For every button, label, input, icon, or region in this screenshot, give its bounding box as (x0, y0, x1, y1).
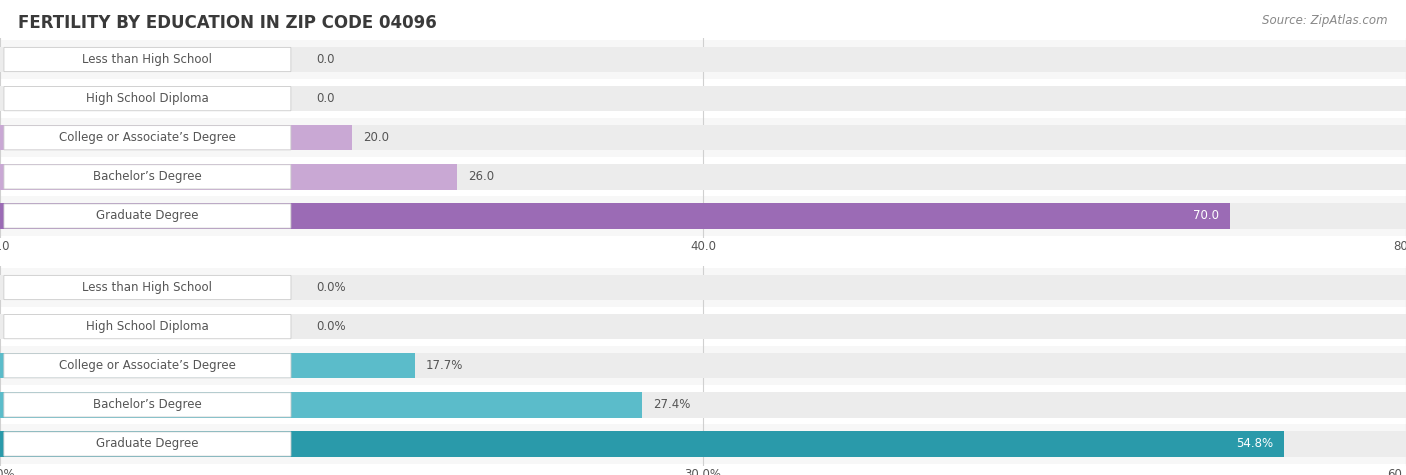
Bar (0, 268, 1406, 307)
Bar (0, 431, 1284, 456)
Text: High School Diploma: High School Diploma (86, 320, 209, 333)
FancyBboxPatch shape (4, 165, 291, 189)
Bar (0, 79, 1406, 118)
Text: 0.0%: 0.0% (316, 320, 346, 333)
Bar (0, 164, 457, 190)
Bar (0, 392, 1406, 418)
Text: FERTILITY BY EDUCATION IN ZIP CODE 04096: FERTILITY BY EDUCATION IN ZIP CODE 04096 (18, 14, 437, 32)
FancyBboxPatch shape (4, 393, 291, 417)
Text: Less than High School: Less than High School (83, 53, 212, 66)
Text: High School Diploma: High School Diploma (86, 92, 209, 105)
Bar (0, 385, 1406, 425)
Bar (0, 353, 415, 379)
FancyBboxPatch shape (4, 86, 291, 111)
Text: Bachelor’s Degree: Bachelor’s Degree (93, 399, 202, 411)
Text: 27.4%: 27.4% (654, 399, 690, 411)
Text: 0.0: 0.0 (316, 53, 335, 66)
FancyBboxPatch shape (4, 204, 291, 228)
Text: Graduate Degree: Graduate Degree (96, 437, 198, 450)
Bar (0, 197, 1406, 236)
Bar (0, 314, 1406, 339)
FancyBboxPatch shape (4, 314, 291, 339)
Bar (0, 275, 1406, 300)
Bar (0, 307, 1406, 346)
Text: College or Associate’s Degree: College or Associate’s Degree (59, 131, 236, 144)
Text: 17.7%: 17.7% (426, 359, 464, 372)
FancyBboxPatch shape (4, 432, 291, 456)
Bar (0, 203, 1406, 228)
Text: 54.8%: 54.8% (1236, 437, 1272, 450)
Text: 0.0%: 0.0% (316, 281, 346, 294)
Bar (0, 157, 1406, 197)
Bar (0, 125, 1406, 151)
Bar (0, 346, 1406, 385)
Text: 0.0: 0.0 (316, 92, 335, 105)
Bar (0, 203, 1230, 228)
Bar (0, 392, 643, 418)
Text: Graduate Degree: Graduate Degree (96, 209, 198, 222)
Text: Bachelor’s Degree: Bachelor’s Degree (93, 171, 202, 183)
Bar (0, 86, 1406, 111)
FancyBboxPatch shape (4, 48, 291, 72)
Bar (0, 431, 1406, 456)
Bar (0, 47, 1406, 72)
FancyBboxPatch shape (4, 276, 291, 300)
Bar (0, 164, 1406, 190)
FancyBboxPatch shape (4, 125, 291, 150)
Bar (0, 353, 1406, 379)
Text: College or Associate’s Degree: College or Associate’s Degree (59, 359, 236, 372)
Text: 26.0: 26.0 (468, 171, 495, 183)
FancyBboxPatch shape (4, 353, 291, 378)
Text: Source: ZipAtlas.com: Source: ZipAtlas.com (1263, 14, 1388, 27)
Bar (0, 425, 1406, 464)
Text: 70.0: 70.0 (1194, 209, 1219, 222)
Bar (0, 125, 352, 151)
Text: Less than High School: Less than High School (83, 281, 212, 294)
Bar (0, 40, 1406, 79)
Text: 20.0: 20.0 (363, 131, 388, 144)
Bar (0, 118, 1406, 157)
